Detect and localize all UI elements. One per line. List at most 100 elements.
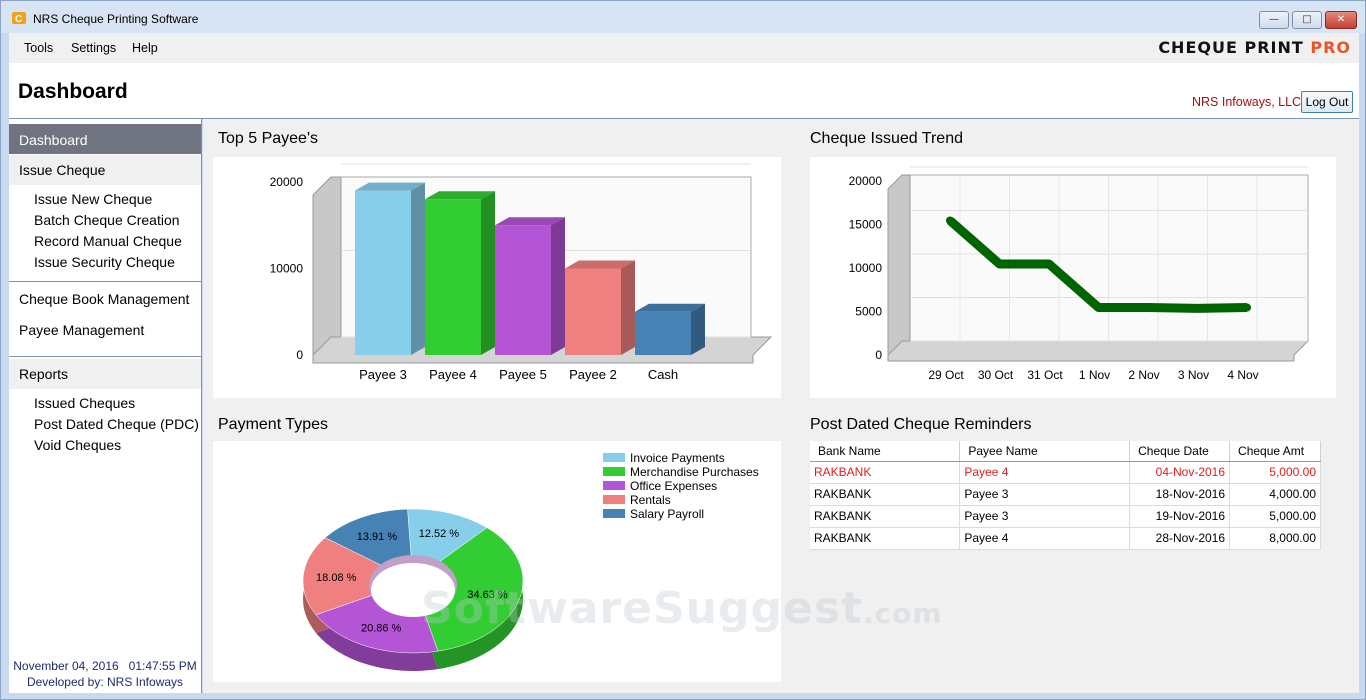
- legend-swatch: [603, 453, 625, 462]
- chart-side-wall: [312, 176, 342, 356]
- table-row[interactable]: RAKBANK Payee 3 18-Nov-2016 4,000.00: [810, 483, 1321, 506]
- col-bank-name[interactable]: Bank Name: [810, 441, 961, 462]
- menu-tools[interactable]: Tools: [24, 41, 54, 55]
- bar-side: [411, 182, 425, 355]
- x-tick-label: 29 Oct: [928, 368, 964, 382]
- watermark: SoftwareSuggest.com: [421, 583, 943, 634]
- pdc-header-row: Bank Name Payee Name Cheque Date Cheque …: [810, 441, 1321, 462]
- bar: [355, 190, 411, 355]
- col-cheque-amt[interactable]: Cheque Amt: [1229, 441, 1321, 462]
- page-title: Dashboard: [18, 80, 128, 103]
- page-header: Dashboard NRS Infoways, LLC Log Out: [9, 63, 1359, 119]
- brand-accent: PRO: [1310, 38, 1351, 57]
- sidebar: Dashboard Issue Cheque Issue New Cheque …: [9, 119, 202, 693]
- col-cheque-date[interactable]: Cheque Date: [1129, 441, 1231, 462]
- cell-date: 28-Nov-2016: [1129, 527, 1231, 550]
- bar: [565, 268, 621, 355]
- cell-bank: RAKBANK: [810, 505, 961, 528]
- x-tick-label: 31 Oct: [1027, 368, 1063, 382]
- window-title: NRS Cheque Printing Software: [33, 12, 199, 26]
- cell-payee: Payee 3: [959, 505, 1131, 528]
- col-payee-name[interactable]: Payee Name: [959, 441, 1131, 462]
- bar-top: [495, 217, 565, 226]
- brand-main: CHEQUE PRINT: [1158, 38, 1311, 57]
- bar-side: [621, 260, 635, 355]
- bar-top: [425, 191, 495, 200]
- sidebar-item-issue-security-cheque[interactable]: Issue Security Cheque: [34, 254, 175, 270]
- slice-value-label: 12.52 %: [419, 528, 460, 540]
- chart-side-wall: [887, 174, 911, 356]
- menu-bar: Tools Settings Help CHEQUE PRINT PRO: [9, 33, 1359, 63]
- data-point: [995, 260, 1004, 268]
- pdc-table: Bank Name Payee Name Cheque Date Cheque …: [810, 441, 1321, 550]
- sidebar-item-post-dated-cheque[interactable]: Post Dated Cheque (PDC): [34, 416, 199, 432]
- y-tick-label: 15000: [849, 218, 883, 232]
- pie-slice: [412, 527, 524, 652]
- payment-types-chart: 12.52 % 34.63 % 20.86 % 18.08 % 13.91 % Invoi…: [302, 451, 759, 671]
- legend-swatch: [603, 509, 625, 518]
- bar-top: [355, 182, 425, 191]
- close-button[interactable]: ✕: [1325, 11, 1357, 29]
- sidebar-item-cheque-book-management[interactable]: Cheque Book Management: [19, 291, 190, 307]
- sidebar-section-issue-cheque[interactable]: Issue Cheque: [9, 155, 201, 185]
- trend-title: Cheque Issued Trend: [810, 130, 963, 147]
- sidebar-item-issue-new-cheque[interactable]: Issue New Cheque: [34, 191, 153, 207]
- sidebar-divider: [9, 281, 201, 282]
- brand-logo: CHEQUE PRINT PRO: [1158, 38, 1351, 57]
- menu-help[interactable]: Help: [132, 41, 158, 55]
- logout-button[interactable]: Log Out: [1301, 91, 1353, 113]
- sidebar-item-void-cheques[interactable]: Void Cheques: [34, 437, 122, 453]
- sidebar-item-issued-cheques[interactable]: Issued Cheques: [34, 395, 136, 411]
- title-bar: C NRS Cheque Printing Software — □ ✕: [1, 1, 1365, 33]
- x-tick-label: Payee 3: [359, 367, 407, 382]
- legend-label: Salary Payroll: [630, 507, 704, 521]
- maximize-button[interactable]: □: [1292, 11, 1322, 29]
- bar-top: [565, 260, 635, 269]
- doughnut-hole: [371, 563, 455, 617]
- menu-settings[interactable]: Settings: [71, 41, 117, 55]
- trend-panel: 0 5000 10000 15000 20000 29 Oct 30 Oct 31 Oct 1 …: [810, 157, 1336, 398]
- pdc-title: Post Dated Cheque Reminders: [810, 416, 1032, 433]
- sidebar-item-payee-management[interactable]: Payee Management: [19, 322, 145, 338]
- x-tick-label: Payee 4: [429, 367, 477, 382]
- data-point: [1193, 304, 1202, 313]
- cell-payee: Payee 4: [959, 527, 1131, 550]
- x-tick-label: 4 Nov: [1227, 368, 1258, 382]
- sidebar-item-dashboard[interactable]: Dashboard: [9, 124, 201, 154]
- table-row[interactable]: RAKBANK Payee 4 04-Nov-2016 5,000.00: [810, 461, 1321, 484]
- slice-value-label: 20.86 %: [361, 622, 402, 634]
- company-name: NRS Infoways, LLC: [1192, 95, 1302, 109]
- sidebar-section-reports[interactable]: Reports: [9, 359, 201, 389]
- sidebar-item-record-manual-cheque[interactable]: Record Manual Cheque: [34, 233, 182, 249]
- data-point: [1045, 260, 1053, 268]
- bar-top: [635, 303, 705, 312]
- legend-label: Merchandise Purchases: [630, 465, 759, 479]
- cell-amount: 8,000.00: [1229, 527, 1321, 550]
- slice-value-label: 13.91 %: [357, 531, 398, 543]
- chart-floor: [887, 340, 1310, 362]
- cell-amount: 5,000.00: [1229, 505, 1321, 528]
- table-row[interactable]: RAKBANK Payee 4 28-Nov-2016 8,000.00: [810, 527, 1321, 550]
- app-logo-icon: C: [12, 12, 26, 25]
- cell-amount: 4,000.00: [1229, 483, 1321, 506]
- x-tick-label: Payee 2: [569, 367, 617, 382]
- legend-swatch: [603, 495, 625, 504]
- footer-datetime: November 04, 2016 01:47:55 PM: [13, 659, 197, 673]
- slice-value-label: 18.08 %: [316, 572, 357, 584]
- top-payees-chart: 0 10000 20000 Payee 3 Payee 4 Payee 5 Payee 2 C…: [270, 163, 773, 382]
- data-point: [946, 216, 954, 225]
- y-tick-label: 20000: [270, 175, 304, 189]
- x-tick-label: 2 Nov: [1128, 368, 1159, 382]
- bar-side: [481, 191, 495, 355]
- bar-side: [691, 303, 705, 355]
- minimize-button[interactable]: —: [1259, 11, 1289, 29]
- sidebar-item-batch-cheque-creation[interactable]: Batch Cheque Creation: [34, 212, 180, 228]
- data-point: [1243, 303, 1251, 312]
- sidebar-divider: [9, 356, 201, 357]
- legend-label: Office Expenses: [630, 479, 717, 493]
- cell-date: 04-Nov-2016: [1129, 461, 1231, 484]
- data-point: [1094, 303, 1103, 312]
- table-row[interactable]: RAKBANK Payee 3 19-Nov-2016 5,000.00: [810, 505, 1321, 528]
